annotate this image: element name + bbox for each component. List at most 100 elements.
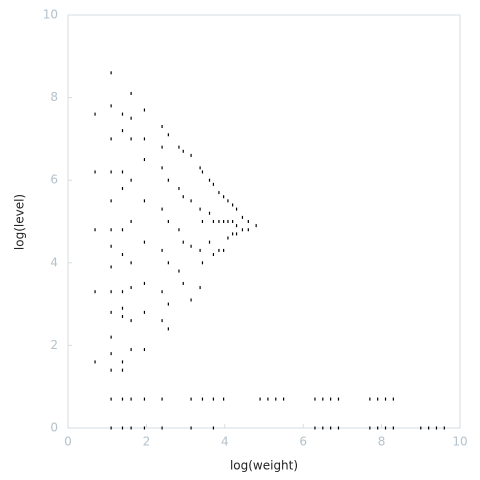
point [110,368,112,372]
point [178,186,180,190]
point [208,240,211,244]
point [110,244,112,248]
point [182,195,184,199]
point [178,228,180,232]
point [377,426,379,430]
point [161,290,163,294]
point [143,397,146,401]
point [121,314,124,318]
point [167,302,169,306]
point [218,248,220,252]
point [143,137,146,141]
point [121,290,124,294]
point [167,327,169,331]
point [110,199,112,203]
x-tick-label: 8 [378,435,386,449]
point [190,426,192,430]
point [384,397,387,401]
point [212,182,215,186]
point [182,281,184,285]
point [218,191,220,195]
point [143,281,146,285]
x-axis-label: log(weight) [230,459,298,473]
point [223,397,225,401]
point [143,108,146,112]
point [110,170,112,174]
point [121,186,124,190]
point [182,149,184,153]
point [110,265,112,269]
point [130,116,132,120]
point [94,228,96,232]
x-tick-label: 4 [221,435,229,449]
point [420,426,422,430]
point [121,368,124,372]
point [121,112,124,116]
point [337,426,340,430]
point [259,397,261,401]
point [178,145,180,149]
point [167,133,169,137]
point [322,397,324,401]
point [94,290,96,294]
point [330,426,332,430]
point [377,397,379,401]
point [190,153,192,157]
point [384,426,387,430]
point [110,352,112,356]
point [208,211,211,215]
point [223,248,225,252]
point [199,207,201,211]
point [161,166,163,170]
point [110,426,112,430]
point [130,319,132,323]
point [223,195,225,199]
point [143,310,146,314]
point [369,397,371,401]
point [232,203,234,207]
point [201,170,204,174]
point [121,397,124,401]
plot-frame [67,14,461,429]
point [143,199,146,203]
point [247,228,249,232]
point [322,426,324,430]
point [130,397,132,401]
point [241,228,244,232]
point [121,228,124,232]
point [143,426,146,430]
point [130,348,132,352]
point [201,397,204,401]
point [392,426,394,430]
point [110,104,112,108]
point [330,397,332,401]
point [143,240,146,244]
point [337,397,340,401]
point [235,207,238,211]
point [167,178,169,182]
point [167,261,169,265]
point [212,397,215,401]
point [130,220,132,223]
point [190,199,192,203]
point [161,248,163,252]
point [275,397,277,401]
point [241,215,244,219]
point [443,426,445,430]
y-tick-label: 6 [50,173,58,187]
point [130,426,132,430]
point [227,220,229,223]
point [130,91,132,95]
point [94,170,96,174]
point [110,310,112,314]
point [227,199,229,203]
x-tick-label: 10 [452,435,467,449]
point [167,220,169,223]
point [235,232,238,236]
point [199,166,201,170]
point [267,397,269,401]
point [121,360,124,364]
point [223,220,225,223]
point [161,145,163,149]
